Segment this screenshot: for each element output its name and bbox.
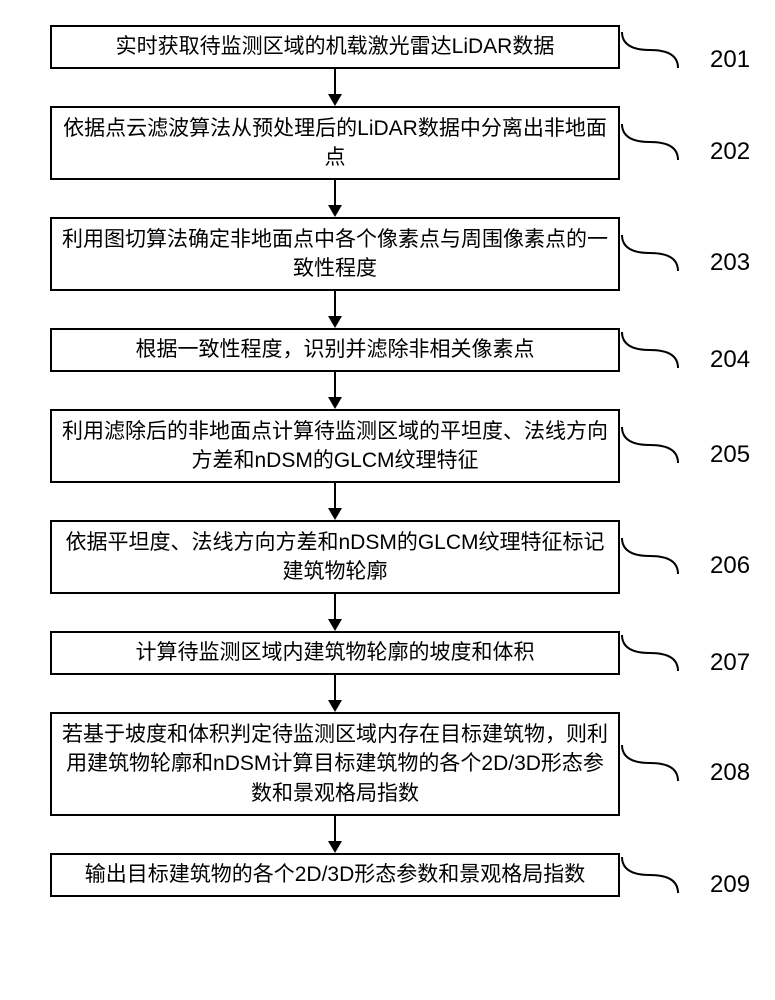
flow-arrow-line [334,594,336,619]
flow-arrow-head-icon [328,619,342,631]
label-connector [620,425,680,465]
flow-arrow-head-icon [328,397,342,409]
flow-arrow-line [334,675,336,700]
flow-step-label: 201 [710,46,750,74]
flow-step-label: 206 [710,552,750,580]
flow-step-207: 计算待监测区域内建筑物轮廓的坡度和体积 [50,631,620,675]
label-connector [620,743,680,783]
flow-arrow-line [334,372,336,397]
flow-arrow-head-icon [328,700,342,712]
flow-arrow-head-icon [328,841,342,853]
flow-step-202: 依据点云滤波算法从预处理后的LiDAR数据中分离出非地面点 [50,106,620,180]
flow-arrow-head-icon [328,508,342,520]
flow-step-201: 实时获取待监测区域的机载激光雷达LiDAR数据 [50,25,620,69]
flow-step-label: 204 [710,346,750,374]
label-connector [620,536,680,576]
label-connector [620,30,680,70]
flow-step-label: 205 [710,441,750,469]
flow-step-209: 输出目标建筑物的各个2D/3D形态参数和景观格局指数 [50,853,620,897]
flow-arrow-line [334,69,336,94]
flow-step-label: 203 [710,249,750,277]
flow-step-label: 202 [710,138,750,166]
label-connector [620,633,680,673]
flow-arrow-head-icon [328,316,342,328]
flow-step-text: 利用滤除后的非地面点计算待监测区域的平坦度、法线方向方差和nDSM的GLCM纹理… [62,417,608,476]
flow-step-205: 利用滤除后的非地面点计算待监测区域的平坦度、法线方向方差和nDSM的GLCM纹理… [50,409,620,483]
flow-step-text: 依据平坦度、法线方向方差和nDSM的GLCM纹理特征标记建筑物轮廓 [62,528,608,587]
flow-step-206: 依据平坦度、法线方向方差和nDSM的GLCM纹理特征标记建筑物轮廓 [50,520,620,594]
flow-step-text: 若基于坡度和体积判定待监测区域内存在目标建筑物，则利用建筑物轮廓和nDSM计算目… [62,720,608,808]
flow-step-text: 输出目标建筑物的各个2D/3D形态参数和景观格局指数 [85,860,586,889]
label-connector [620,330,680,370]
flow-arrow-line [334,180,336,205]
flow-step-label: 209 [710,871,750,899]
flow-step-label: 208 [710,759,750,787]
flow-arrow-line [334,291,336,316]
flow-step-208: 若基于坡度和体积判定待监测区域内存在目标建筑物，则利用建筑物轮廓和nDSM计算目… [50,712,620,816]
flow-arrow-line [334,483,336,508]
flow-step-text: 计算待监测区域内建筑物轮廓的坡度和体积 [136,638,535,667]
label-connector [620,855,680,895]
flow-arrow-head-icon [328,205,342,217]
label-connector [620,122,680,162]
flow-step-204: 根据一致性程度，识别并滤除非相关像素点 [50,328,620,372]
label-connector [620,233,680,273]
flow-step-label: 207 [710,649,750,677]
flow-step-text: 依据点云滤波算法从预处理后的LiDAR数据中分离出非地面点 [62,114,608,173]
flow-step-text: 根据一致性程度，识别并滤除非相关像素点 [136,335,535,364]
flow-step-text: 实时获取待监测区域的机载激光雷达LiDAR数据 [116,32,555,61]
flowchart-canvas: 实时获取待监测区域的机载激光雷达LiDAR数据 201 依据点云滤波算法从预处理后的… [0,0,775,1000]
flow-step-203: 利用图切算法确定非地面点中各个像素点与周围像素点的一致性程度 [50,217,620,291]
flow-arrow-line [334,816,336,841]
flow-arrow-head-icon [328,94,342,106]
flow-step-text: 利用图切算法确定非地面点中各个像素点与周围像素点的一致性程度 [62,225,608,284]
